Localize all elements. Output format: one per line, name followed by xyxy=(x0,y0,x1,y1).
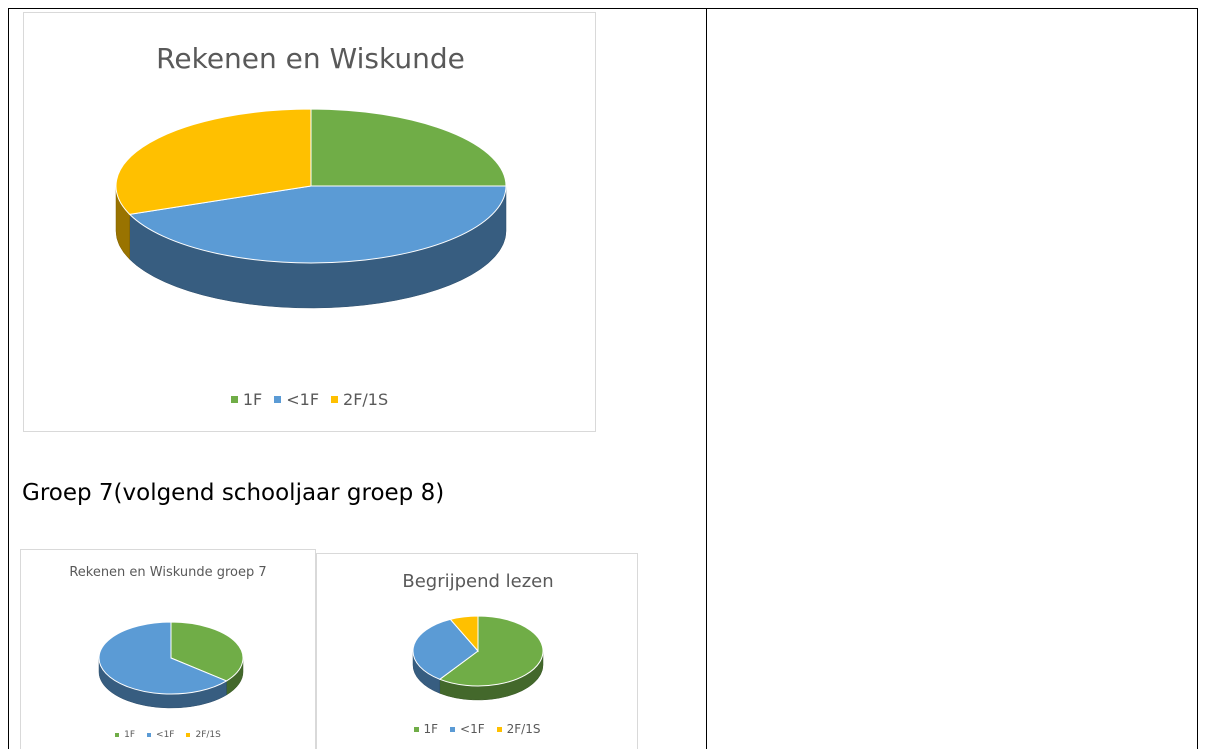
legend-label: <1F xyxy=(156,730,175,740)
chart-title: Begrijpend lezen xyxy=(402,571,554,592)
heading: Groep 7(volgend schooljaar groep 8) xyxy=(22,480,445,506)
legend-label: 1F xyxy=(242,390,263,409)
legend-swatch xyxy=(147,733,152,737)
legend-swatch xyxy=(186,733,191,737)
legend-label: 2F/1S xyxy=(343,390,389,409)
table-border xyxy=(8,8,1198,9)
pie-slice xyxy=(412,618,479,680)
table-border xyxy=(706,8,707,749)
legend-label: <1F xyxy=(286,390,320,409)
legend-swatch xyxy=(115,733,120,737)
legend-swatch xyxy=(230,396,238,403)
legend-label: 1F xyxy=(423,722,439,736)
legend: 1F <1F 2F/1S xyxy=(24,390,595,409)
legend-item: 2F/1S xyxy=(186,730,221,740)
table-border xyxy=(1197,8,1198,749)
pie-slice xyxy=(115,108,312,215)
legend-swatch xyxy=(450,726,456,732)
chart-title: Rekenen en Wiskunde groep 7 xyxy=(69,565,267,580)
pie-slice xyxy=(449,615,479,653)
legend: 1F <1F 2F/1S xyxy=(21,730,315,740)
legend-label: 1F xyxy=(124,730,136,740)
chart: Begrijpend lezen 1F <1F 2F/1S xyxy=(316,553,638,749)
legend-item: 2F/1S xyxy=(331,390,388,409)
legend-item: <1F xyxy=(274,390,319,409)
chart-title: Rekenen en Wiskunde xyxy=(156,42,465,75)
legend-item: <1F xyxy=(450,722,485,736)
legend-label: 2F/1S xyxy=(195,730,221,740)
legend-swatch xyxy=(331,396,339,403)
pie xyxy=(115,108,507,309)
legend-item: <1F xyxy=(147,730,174,740)
table-border xyxy=(8,8,9,749)
pie xyxy=(98,621,244,709)
pie-slice xyxy=(128,185,507,264)
legend-item: 1F xyxy=(413,722,439,736)
legend-label: <1F xyxy=(460,722,485,736)
legend-item: 1F xyxy=(230,390,263,409)
chart: Rekenen en Wiskunde 1F <1F 2F/1S xyxy=(23,12,596,432)
legend: 1F <1F 2F/1S xyxy=(317,722,637,736)
pie-slice xyxy=(170,621,244,682)
pie-slice xyxy=(438,615,544,687)
legend-item: 1F xyxy=(115,730,135,740)
legend-item: 2F/1S xyxy=(496,722,541,736)
legend-swatch xyxy=(496,726,502,732)
chart: Rekenen en Wiskunde groep 7 1F <1F 2F/1S xyxy=(20,549,316,749)
legend-label: 2F/1S xyxy=(506,722,541,736)
pie-slice xyxy=(310,108,507,187)
pie xyxy=(412,615,544,701)
legend-swatch xyxy=(274,396,282,403)
legend-swatch xyxy=(413,726,419,732)
pie-slice xyxy=(98,621,228,695)
